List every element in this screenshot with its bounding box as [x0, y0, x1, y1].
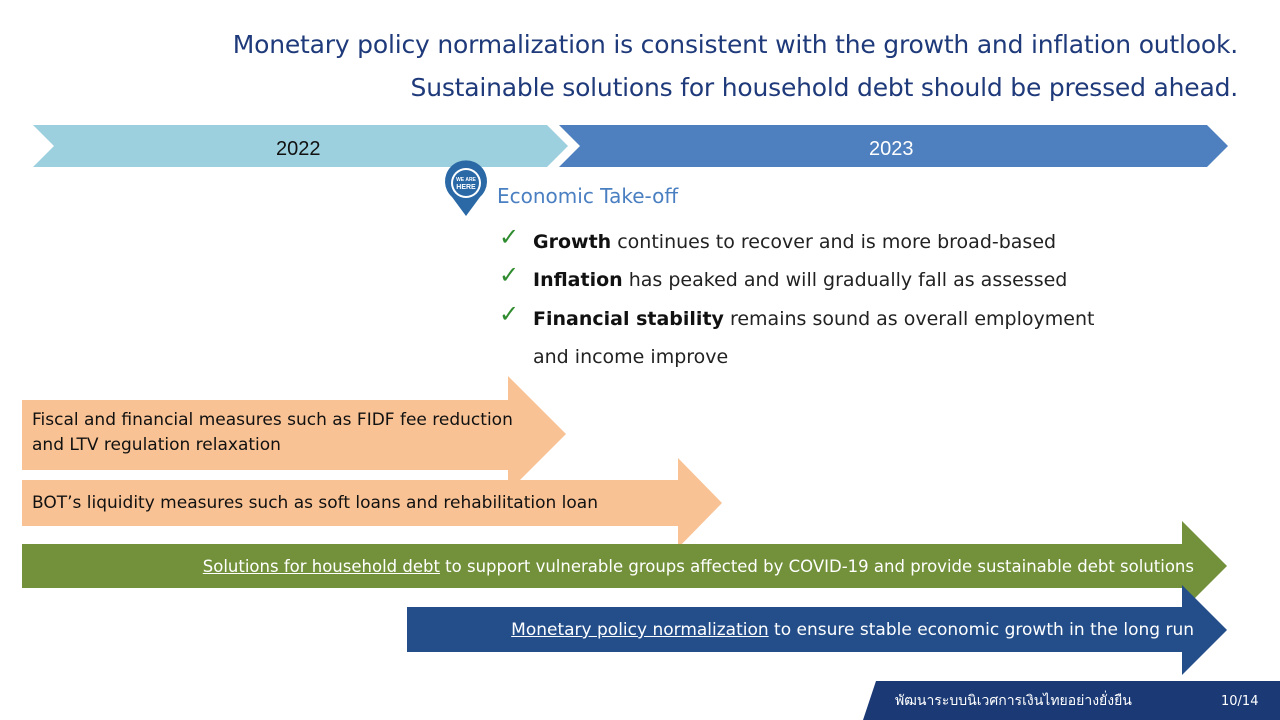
checklist-item-growth: Growth continues to recover and is more … — [533, 231, 1056, 253]
checklist-item-text: remains sound as overall employment — [723, 308, 1095, 330]
liquidity-measures-text: BOT’s liquidity measures such as soft lo… — [32, 493, 598, 513]
svg-text:HERE: HERE — [456, 184, 476, 191]
checklist-continuation: and income improve — [533, 346, 729, 368]
monetary-policy-arrow — [407, 585, 1227, 675]
checklist-item-bold: Inflation — [533, 269, 623, 291]
household-debt-arrow — [22, 521, 1227, 611]
monetary-policy-link[interactable]: Monetary policy normalization — [511, 620, 769, 640]
headline-line-1: Monetary policy normalization is consist… — [232, 30, 1238, 59]
checklist-item-financial-stability: Financial stability remains sound as ove… — [533, 308, 1094, 330]
check-icon: ✓ — [499, 300, 520, 328]
household-debt-text: Solutions for household debt to support … — [203, 557, 1194, 576]
svg-text:WE ARE: WE ARE — [456, 177, 476, 183]
monetary-policy-text: Monetary policy normalization to ensure … — [511, 620, 1194, 640]
fiscal-measures-arrow — [22, 376, 566, 492]
page-number: 10/14 — [1221, 694, 1259, 709]
year-2022-label: 2022 — [276, 138, 321, 160]
checklist-item-bold: Financial stability — [533, 308, 724, 330]
year-2023-label: 2023 — [869, 138, 914, 160]
fiscal-measures-line-1: Fiscal and financial measures such as FI… — [32, 410, 513, 430]
checklist-item-inflation: Inflation has peaked and will gradually … — [533, 269, 1067, 291]
economic-takeoff-label: Economic Take-off — [497, 184, 679, 208]
headline-line-2: Sustainable solutions for household debt… — [410, 73, 1239, 102]
fiscal-measures-line-2: and LTV regulation relaxation — [32, 435, 281, 455]
checklist-item-bold: Growth — [533, 231, 612, 253]
location-pin-icon: WE ARE HERE — [445, 160, 487, 216]
check-icon: ✓ — [499, 223, 520, 251]
footer-bar — [863, 681, 1280, 720]
checklist-item-text: has peaked and will gradually fall as as… — [622, 269, 1068, 291]
monetary-policy-rest: to ensure stable economic growth in the … — [768, 620, 1194, 640]
household-debt-link[interactable]: Solutions for household debt — [202, 557, 440, 576]
checklist-item-text: continues to recover and is more broad-b… — [611, 231, 1057, 253]
check-icon: ✓ — [499, 261, 520, 289]
liquidity-measures-arrow — [22, 458, 722, 548]
year-2023-chevron — [559, 125, 1228, 167]
year-2022-chevron — [33, 125, 568, 167]
household-debt-rest: to support vulnerable groups affected by… — [439, 557, 1194, 576]
footer-tagline: พัฒนาระบบนิเวศการเงินไทยอย่างยั่งยืน — [895, 693, 1132, 709]
